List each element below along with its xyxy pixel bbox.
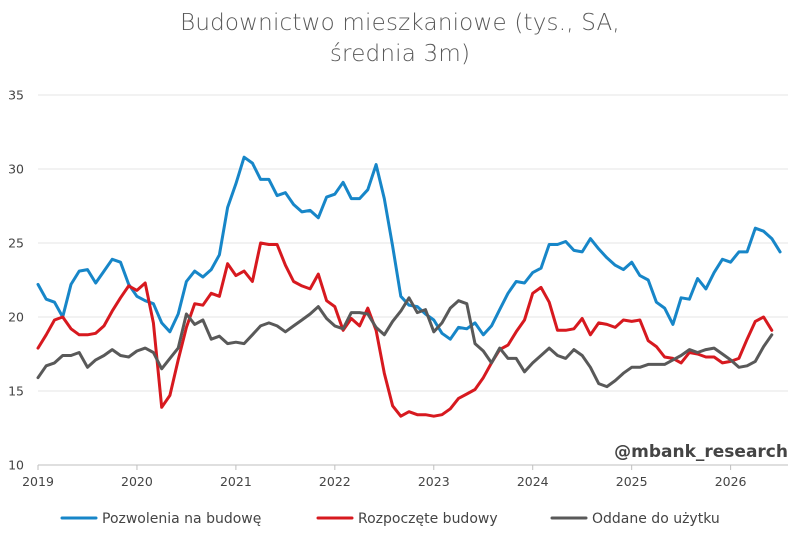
x-tick-label: 2024 bbox=[517, 474, 549, 489]
x-tick-label: 2019 bbox=[22, 474, 54, 489]
x-tick-label: 2026 bbox=[715, 474, 747, 489]
series-layer bbox=[36, 155, 782, 418]
legend-label-3: Oddane do użytku bbox=[592, 511, 720, 527]
x-tick-label: 2025 bbox=[616, 474, 648, 489]
legend: Pozwolenia na budowę Rozpoczęte budowy Odd… bbox=[60, 511, 720, 527]
legend-label-1: Pozwolenia na budowę bbox=[102, 511, 261, 527]
series-line-1 bbox=[36, 155, 782, 341]
y-tick-label: 10 bbox=[8, 458, 24, 473]
x-tick-label: 2020 bbox=[121, 474, 153, 489]
y-tick-label: 35 bbox=[8, 88, 24, 103]
watermark: @mbank_research bbox=[614, 442, 788, 462]
legend-label-2: Rozpoczęte budowy bbox=[358, 511, 498, 527]
series-line-2 bbox=[36, 241, 774, 418]
y-tick-label: 20 bbox=[8, 310, 24, 325]
y-tick-label: 30 bbox=[8, 162, 24, 177]
y-tick-label: 15 bbox=[8, 384, 24, 399]
x-tick-label: 2021 bbox=[220, 474, 252, 489]
grid-layer bbox=[38, 94, 788, 392]
chart-title: Budownictwo mieszkaniowe (tys., SA, śred… bbox=[180, 10, 620, 67]
x-tick-label: 2022 bbox=[319, 474, 351, 489]
x-tick-label: 2023 bbox=[418, 474, 450, 489]
y-tick-label: 25 bbox=[8, 236, 24, 251]
series-line-3 bbox=[36, 296, 774, 389]
